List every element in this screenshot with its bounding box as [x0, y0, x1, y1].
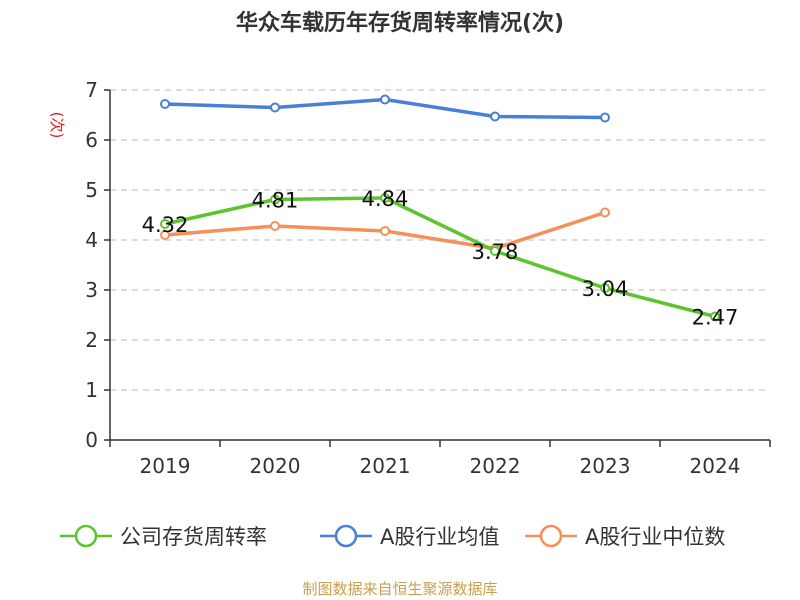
y-tick-label: 6 — [85, 128, 98, 152]
data-label: 4.32 — [142, 213, 189, 237]
data-point — [490, 246, 500, 256]
data-label: 4.84 — [362, 187, 409, 211]
x-tick-label: 2020 — [250, 454, 301, 478]
x-tick-label: 2024 — [690, 454, 741, 478]
data-point — [270, 221, 280, 231]
data-point — [160, 219, 170, 229]
legend-label: A股行业均值 — [380, 525, 499, 549]
series — [160, 94, 720, 322]
data-point — [160, 230, 170, 240]
x-tick-label: 2021 — [360, 454, 411, 478]
series-line — [163, 196, 717, 319]
data-point — [160, 99, 170, 109]
legend-label: A股行业中位数 — [585, 525, 725, 549]
legend: 公司存货周转率 A股行业均值 A股行业中位数 — [60, 524, 725, 549]
data-point — [380, 193, 390, 203]
axes: 0 1 2 3 4 5 6 7 2019 2020 2021 2022 2023 2024 — [85, 78, 771, 478]
chart-title: 华众车载历年存货周转率情况(次) — [236, 10, 564, 36]
legend-swatch-marker — [334, 524, 358, 548]
data-point — [270, 194, 280, 205]
gridlines — [110, 89, 770, 391]
data-label: 3.04 — [582, 277, 629, 301]
y-tick-label: 7 — [85, 78, 98, 102]
legend-label: 公司存货周转率 — [120, 525, 267, 549]
y-tick-label: 3 — [85, 278, 98, 302]
data-point — [380, 226, 390, 236]
x-tick-label: 2019 — [140, 454, 191, 478]
x-tick-label: 2023 — [580, 454, 631, 478]
data-point — [600, 207, 610, 218]
source-note: 制图数据来自恒生聚源数据库 — [302, 580, 497, 598]
y-tick-label: 4 — [85, 228, 98, 252]
data-label: 2.47 — [692, 306, 739, 330]
data-point — [600, 112, 610, 123]
y-tick-label: 0 — [85, 428, 98, 452]
legend-swatch-marker — [74, 524, 98, 548]
y-axis-unit-label: (次) — [48, 112, 66, 139]
legend-swatch-marker — [539, 524, 563, 548]
data-label: 3.78 — [472, 240, 519, 264]
x-tick-label: 2022 — [470, 454, 521, 478]
data-label: 4.81 — [252, 189, 299, 213]
data-point — [710, 311, 720, 322]
y-tick-label: 1 — [85, 378, 98, 402]
data-point — [380, 94, 390, 105]
data-point — [270, 102, 280, 113]
data-point — [600, 283, 610, 293]
y-tick-label: 5 — [85, 178, 98, 202]
y-tick-label: 2 — [85, 328, 98, 352]
data-labels: 4.32 4.81 4.84 3.78 3.04 2.47 — [142, 187, 739, 330]
data-point — [490, 111, 500, 122]
